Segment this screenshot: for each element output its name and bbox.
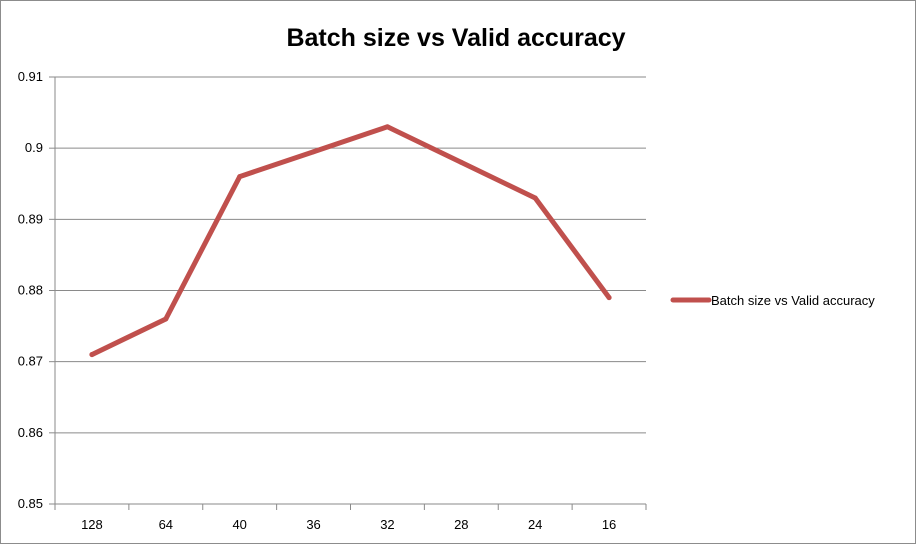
series-layer [89,124,612,358]
data-point [163,316,169,322]
x-axis-tick-labels: 128 64 40 36 32 28 24 16 [81,517,616,532]
y-tick-label: 0.89 [18,211,43,226]
data-point [606,295,612,301]
legend: Batch size vs Valid accuracy [670,293,875,308]
y-tick-label: 0.86 [18,425,43,440]
x-tick-label: 36 [306,517,320,532]
chart-title: Batch size vs Valid accuracy [286,24,625,52]
x-tick-label: 16 [602,517,616,532]
y-tick-label: 0.91 [18,69,43,84]
data-point [532,195,538,201]
x-tick-label: 24 [528,517,542,532]
y-axis-tick-labels: 0.85 0.86 0.87 0.88 0.89 0.9 0.91 [18,69,43,511]
x-tick-label: 40 [232,517,246,532]
data-point [237,174,243,180]
data-point [384,124,390,130]
axes [49,76,647,510]
data-point [311,149,317,155]
y-tick-label: 0.85 [18,496,43,511]
series-line [89,124,612,358]
data-point [89,352,95,358]
gridlines [55,76,646,434]
data-point [458,159,464,165]
x-tick-label: 128 [81,517,103,532]
y-tick-label: 0.88 [18,283,43,298]
y-tick-label: 0.9 [25,140,43,155]
y-tick-label: 0.87 [18,354,43,369]
x-tick-label: 28 [454,517,468,532]
x-tick-label: 32 [380,517,394,532]
x-tick-label: 64 [159,517,173,532]
legend-label: Batch size vs Valid accuracy [711,293,875,308]
